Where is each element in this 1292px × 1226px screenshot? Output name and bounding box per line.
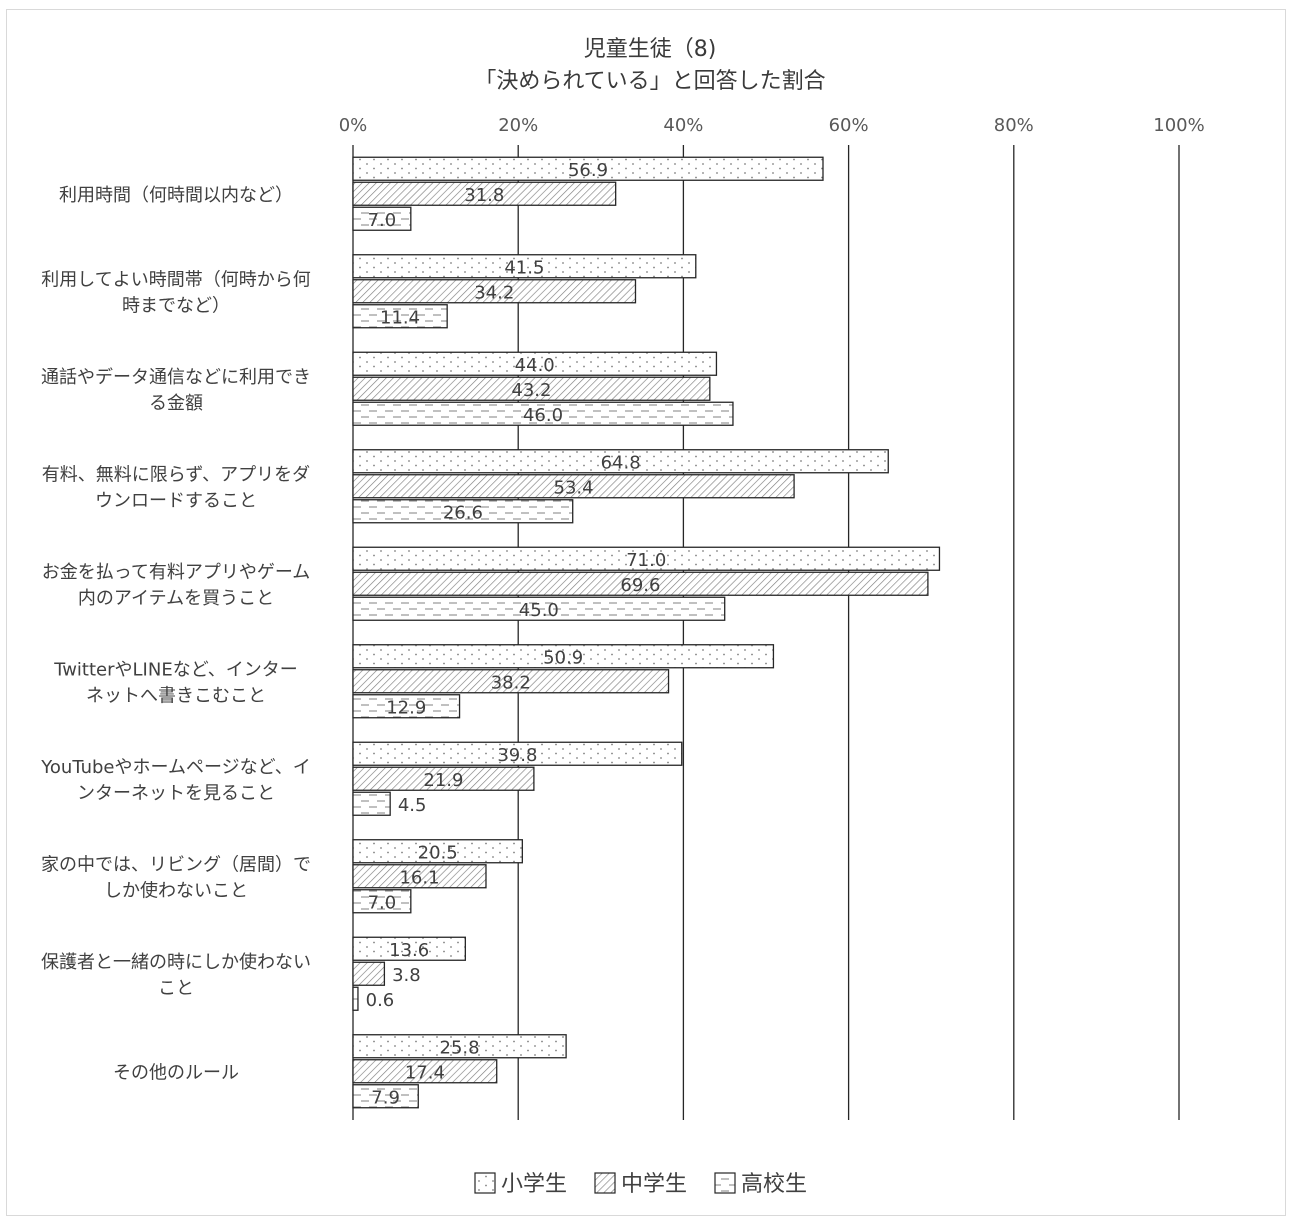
data-label: 38.2 (491, 672, 531, 693)
data-label: 7.0 (368, 210, 397, 231)
bar-高校生 (352, 499, 574, 524)
data-label: 4.5 (398, 795, 427, 816)
bar-高校生 (352, 889, 412, 914)
category-label: 保護者と一緒の時にしか使わない (41, 952, 311, 973)
legend-swatch-高校生 (714, 1172, 736, 1194)
bar-中学生 (352, 376, 711, 401)
data-label: 56.9 (568, 160, 608, 181)
data-label: 21.9 (423, 770, 463, 791)
bar-中学生 (352, 766, 535, 791)
data-label: 43.2 (511, 380, 551, 401)
data-label: 53.4 (554, 477, 594, 498)
category-label: しか使わないこと (104, 880, 248, 901)
bar-小学生 (352, 156, 824, 181)
data-label: 69.6 (620, 575, 660, 596)
category-label: 家の中では、リビング（居間）で (41, 854, 311, 875)
data-label: 45.0 (519, 600, 559, 621)
data-label: 26.6 (443, 502, 483, 523)
x-axis-ticks: 0% 20% 40% 60% 80% 100% (339, 115, 1205, 136)
x-tick-label: 100% (1153, 115, 1204, 136)
legend-label-高校生: 高校生 (741, 1172, 807, 1197)
data-label: 31.8 (464, 185, 504, 206)
category-label: TwitterやLINEなど、インター (53, 659, 298, 680)
bar-小学生 (352, 546, 941, 571)
bar-中学生 (352, 669, 670, 694)
category-label: 内のアイテムを買うこと (78, 588, 274, 609)
category-label: る金額 (149, 393, 203, 414)
bar-高校生 (352, 986, 359, 1011)
bars (352, 156, 941, 1109)
bar-高校生 (352, 206, 412, 231)
data-label: 12.9 (386, 697, 426, 718)
bar-高校生 (352, 1084, 419, 1109)
data-label: 25.8 (440, 1037, 480, 1058)
chart-subtitle: 「決められている」と回答した割合 (474, 69, 825, 94)
data-label: 64.8 (601, 452, 641, 473)
bar-高校生 (352, 596, 726, 621)
x-tick-label: 0% (339, 115, 368, 136)
data-label: 16.1 (399, 867, 439, 888)
x-tick-label: 60% (829, 115, 869, 136)
bar-中学生 (352, 181, 617, 206)
category-label: お金を払って有料アプリやゲーム (42, 562, 311, 583)
category-label: 利用時間（何時間以内など） (59, 185, 293, 206)
x-tick-label: 20% (498, 115, 538, 136)
data-label: 41.5 (504, 257, 544, 278)
bar-中学生 (352, 279, 637, 304)
x-tick-label: 80% (994, 115, 1034, 136)
data-label: 46.0 (523, 405, 563, 426)
bar-小学生 (352, 1034, 567, 1059)
category-label: こと (158, 978, 194, 999)
bar-小学生 (352, 644, 775, 669)
data-label: 39.8 (497, 745, 537, 766)
bar-中学生 (352, 961, 386, 986)
bar-小学生 (352, 839, 523, 864)
data-label: 7.0 (368, 892, 397, 913)
bar-小学生 (352, 449, 889, 474)
chart-title: 児童生徒（8) (584, 37, 717, 62)
data-label: 71.0 (626, 550, 666, 571)
data-labels: 56.9 31.8 7.0 41.5 34.2 11.4 44.0 43.2 46.0 64.8 5… (366, 160, 667, 1109)
bar-中学生 (352, 474, 795, 499)
category-label: 有料、無料に限らず、アプリをダ (42, 464, 310, 485)
bar-高校生 (352, 694, 461, 719)
bar-高校生 (352, 401, 734, 426)
data-label: 17.4 (405, 1062, 445, 1083)
category-label: 利用してよい時間帯（何時から何 (41, 269, 310, 290)
data-label: 13.6 (389, 940, 429, 961)
data-label: 11.4 (380, 307, 420, 328)
category-label: その他のルール (113, 1062, 239, 1083)
data-label: 50.9 (543, 647, 583, 668)
legend-swatch-中学生 (594, 1172, 616, 1194)
data-label: 20.5 (418, 842, 458, 863)
legend-label-中学生: 中学生 (621, 1172, 687, 1197)
data-label: 34.2 (474, 282, 514, 303)
data-label: 7.9 (371, 1087, 400, 1108)
bar-中学生 (352, 571, 929, 596)
category-label: ネットへ書きこむこと (86, 685, 266, 706)
bar-小学生 (352, 936, 466, 961)
category-label: 時までなど） (122, 295, 230, 316)
category-label: ウンロードすること (95, 490, 257, 511)
category-label: 通話やデータ通信などに利用でき (41, 367, 311, 388)
data-label: 3.8 (392, 965, 421, 986)
x-tick-label: 40% (663, 115, 703, 136)
bar-小学生 (352, 254, 697, 279)
data-label: 44.0 (515, 355, 555, 376)
category-label: ンターネットを見ること (77, 783, 275, 804)
legend-swatch-小学生 (474, 1172, 496, 1194)
category-label: YouTubeやホームページなど、イ (40, 757, 310, 778)
bar-小学生 (352, 351, 718, 376)
legend: 小学生 中学生 高校生 (474, 1172, 807, 1197)
bar-高校生 (352, 304, 448, 329)
bar-中学生 (352, 1059, 498, 1084)
bar-高校生 (352, 791, 391, 816)
legend-label-小学生: 小学生 (501, 1172, 567, 1197)
data-label: 0.6 (366, 990, 395, 1011)
bar-中学生 (352, 864, 487, 889)
bar-小学生 (352, 741, 683, 766)
